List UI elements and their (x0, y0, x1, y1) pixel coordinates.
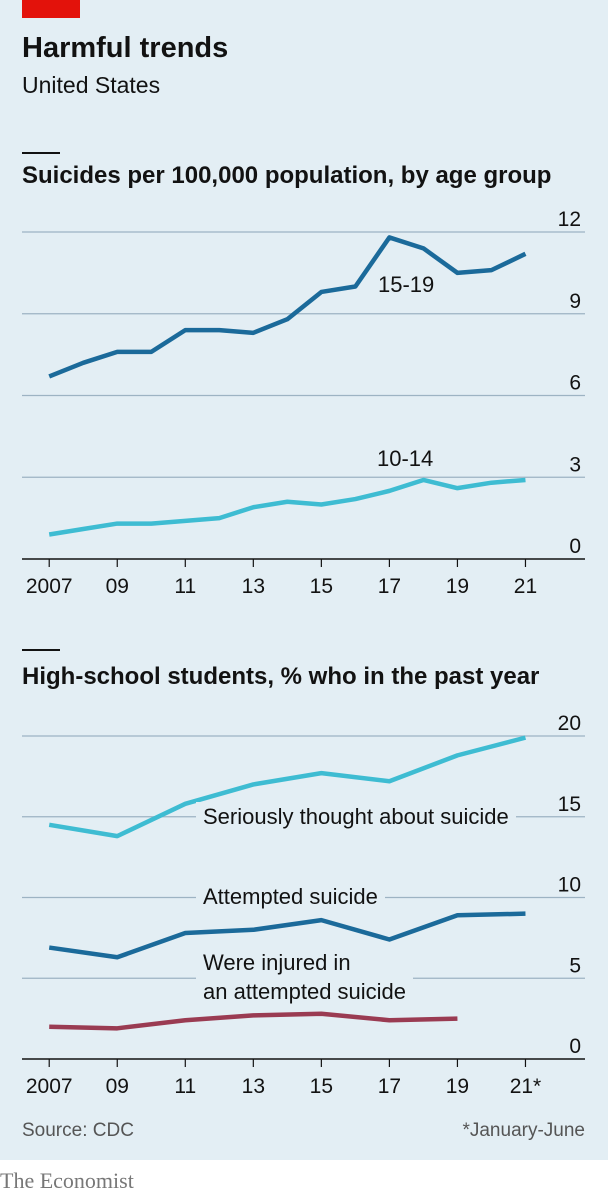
series-line (48, 235, 527, 379)
panel-title: Suicides per 100,000 population, by age … (22, 162, 551, 189)
x-tick-label: 09 (106, 1075, 129, 1098)
series-label: Were injured in an attempted suicide (196, 948, 414, 1006)
series-line (48, 477, 526, 537)
y-tick-label: 9 (569, 290, 581, 313)
x-tick-label: 13 (242, 575, 265, 598)
note: *January-June (462, 1120, 585, 1141)
panel-title: High-school students, % who in the past … (22, 663, 539, 690)
red-tag (22, 0, 80, 18)
x-tick-label: 11 (174, 1075, 196, 1098)
x-tick-label: 11 (174, 575, 196, 598)
x-tick-label: 09 (106, 575, 129, 598)
x-tick-label: 17 (378, 1075, 401, 1098)
y-tick-label: 12 (558, 208, 581, 231)
x-tick-label: 21* (510, 1075, 542, 1098)
y-tick-label: 0 (569, 535, 581, 558)
title: Harmful trends (22, 32, 228, 64)
y-tick-label: 6 (569, 372, 581, 395)
x-tick-label: 19 (446, 575, 469, 598)
x-tick-label: 13 (242, 1075, 265, 1098)
y-tick-label: 5 (569, 954, 581, 977)
x-tick-label: 15 (310, 575, 333, 598)
x-tick-label: 2007 (26, 575, 73, 598)
x-tick-label: 21 (514, 575, 537, 598)
series-label: 15-19 (378, 272, 435, 297)
source: Source: CDC (22, 1120, 134, 1141)
brand: The Economist (0, 1168, 134, 1193)
x-tick-label: 17 (378, 575, 401, 598)
series-line (48, 911, 526, 960)
y-tick-label: 20 (558, 712, 581, 735)
y-tick-label: 15 (558, 793, 581, 816)
series-label: 10-14 (377, 446, 434, 471)
series-line (49, 1011, 458, 1031)
series-line (48, 735, 527, 839)
y-tick-label: 0 (569, 1035, 581, 1058)
series-label: Attempted suicide (196, 882, 385, 911)
y-tick-label: 3 (569, 453, 581, 476)
x-tick-label: 19 (446, 1075, 469, 1098)
x-tick-label: 2007 (26, 1075, 73, 1098)
y-tick-label: 10 (558, 874, 581, 897)
subtitle: United States (22, 72, 160, 98)
series-label: Seriously thought about suicide (196, 802, 516, 831)
x-tick-label: 15 (310, 1075, 333, 1098)
